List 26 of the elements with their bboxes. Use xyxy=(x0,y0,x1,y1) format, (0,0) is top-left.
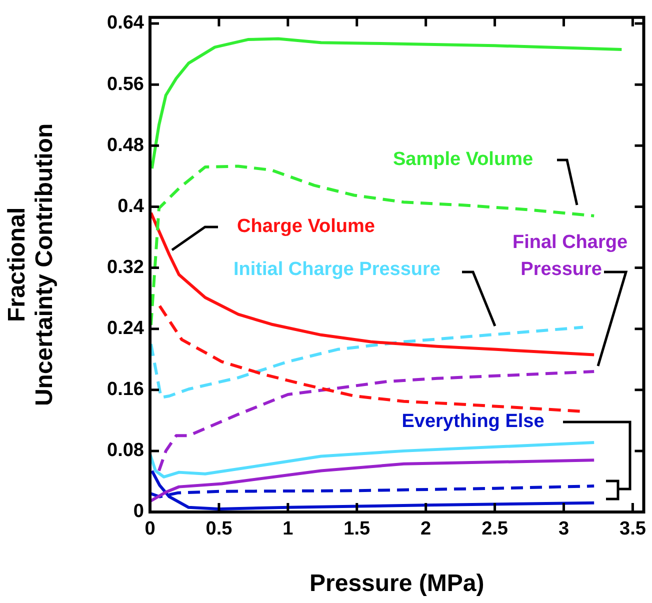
line-series xyxy=(150,326,585,400)
x-tick-label: 3 xyxy=(558,518,570,540)
text: Charge Volume xyxy=(237,216,375,238)
y-tick-label: 0.16 xyxy=(107,379,144,400)
x-tick-label: 2.5 xyxy=(482,518,508,540)
x-tick-label: 2 xyxy=(420,518,432,540)
x-tick-label: 1 xyxy=(282,518,294,540)
text: Initial Charge Pressure xyxy=(234,259,440,280)
y-tick-label: 0.32 xyxy=(107,256,144,278)
y-tick-label: 0.48 xyxy=(107,134,144,156)
line-series xyxy=(157,370,596,472)
y-tick-label: 0 xyxy=(133,501,144,522)
text: Final Charge Pressure xyxy=(512,232,628,280)
x-tick-label: 3.5 xyxy=(619,518,646,540)
y-axis-title: Fractional Uncertainty Contribution xyxy=(3,123,58,406)
y-tick-label: 0.56 xyxy=(107,74,144,95)
y-tick-label: 0.08 xyxy=(107,440,144,462)
text: Everything Else xyxy=(402,411,544,432)
y-tick-label: 0.64 xyxy=(107,12,144,34)
line-series xyxy=(158,304,582,413)
x-tick-label: 1.5 xyxy=(344,518,371,540)
y-tick-label: 0.4 xyxy=(118,196,144,217)
y-tick-label: 0.24 xyxy=(107,318,144,340)
x-tick-label: 0.5 xyxy=(206,518,233,540)
series-label: Sample Volume xyxy=(392,149,534,170)
x-axis-title: Pressure (MPa) xyxy=(309,570,484,598)
